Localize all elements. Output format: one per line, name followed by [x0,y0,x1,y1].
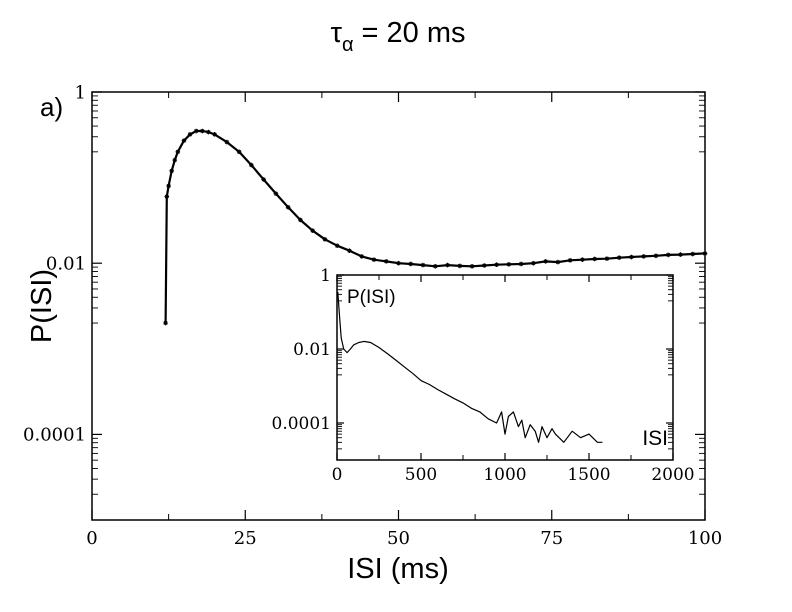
title-subscript: α [342,34,354,56]
main-data-point [285,204,291,210]
main-data-point [678,252,683,257]
inset-y-axis-label: P(ISI) [347,287,396,308]
main-data-point [172,157,178,163]
main-y-tick-label: 1 [75,82,86,103]
inset-y-tick-label: 0.0001 [272,414,331,434]
main-data-point [334,243,340,249]
main-data-point [236,149,242,155]
main-data-point [432,264,438,269]
main-data-point [567,258,573,263]
main-data-point [206,129,211,135]
main-x-tick-label: 0 [86,528,97,549]
main-data-point [273,191,279,196]
main-x-axis-label: ISI (ms) [347,553,449,585]
main-data-point [212,132,217,137]
inset-x-tick-label: 1000 [483,465,526,485]
main-data-point [457,263,463,269]
main-data-point [181,138,187,143]
inset-ticks: 0 500 1000 1500 2000 0.0001 0.01 1 [272,266,695,485]
main-data-point [175,149,181,155]
main-data-point [469,264,475,269]
main-data-point [166,183,171,189]
main-data-point [445,262,450,268]
title-rest: = 20 ms [354,17,466,49]
main-data-point [506,262,512,267]
main-data-point [580,257,585,262]
inset-series [337,291,603,443]
inset-x-tick-label: 2000 [651,465,694,485]
main-y-axis-label: P(ISI) [26,269,58,343]
main-x-tick-label: 100 [688,528,722,549]
main-data-point [396,260,401,266]
inset-x-axis-label: ISI [642,427,668,450]
main-data-point [224,139,230,145]
panel-label: a) [40,92,63,122]
main-data-point [592,256,597,262]
main-data-point [702,251,708,256]
main-data-point [187,132,193,137]
main-x-tick-label: 75 [540,528,563,549]
main-data-point [494,262,499,268]
main-data-point [347,248,352,253]
main-x-tick-label: 25 [234,528,257,549]
main-data-point [616,255,622,260]
main-data-point [690,251,696,257]
inset-x-tick-label: 0 [332,465,343,485]
title-symbol: τ [330,17,342,49]
inset-y-tick-label: 0.01 [293,340,331,360]
inset-background [337,275,673,460]
main-data-point [310,228,315,233]
main-data-point [629,254,634,260]
inset-x-tick-label: 1500 [567,465,610,485]
main-data-point [169,168,174,174]
main-data-point [641,254,646,259]
main-y-tick-label: 0.0001 [23,425,86,446]
main-data-point [193,128,199,134]
main-data-point [163,320,168,326]
main-data-point [359,254,365,259]
main-data-point [298,217,303,223]
main-data-point [653,253,659,259]
chart-title: τα = 20 ms [330,17,465,56]
main-data-point [518,261,524,267]
main-x-tick-label: 50 [387,528,410,549]
main-data-point [383,259,389,264]
main-series [163,128,708,326]
main-data-point [261,177,266,182]
main-data-point [665,252,671,258]
main-data-point [420,262,426,268]
inset-series-line [337,291,603,443]
main-data-point [482,263,487,268]
main-series-line [164,129,706,324]
main-ticks: 0 25 50 75 100 0.0001 0.01 1 [23,82,722,549]
inset-x-tick-label: 500 [405,465,437,485]
main-data-point [555,259,561,265]
main-y-tick-label: 0.01 [46,254,86,275]
main-data-point [322,237,328,242]
main-data-point [543,259,548,264]
main-data-point [531,260,536,266]
main-data-point [200,128,205,134]
main-data-point [408,261,414,267]
main-data-point [164,194,170,199]
main-data-point [371,257,377,262]
inset-y-tick-label: 1 [320,266,331,286]
main-data-point [604,256,610,261]
main-data-point [249,162,254,168]
